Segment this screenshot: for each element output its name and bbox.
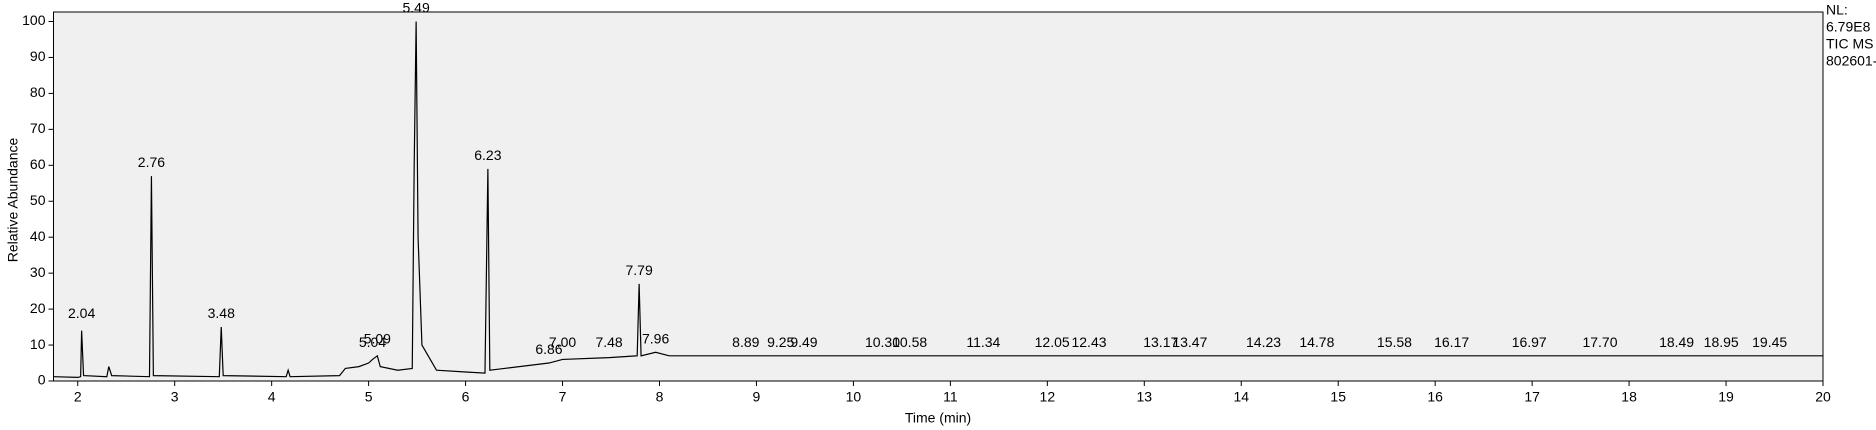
x-tick-label: 5	[365, 389, 373, 405]
peak-label: 11.34	[966, 334, 1000, 350]
side-label: TIC MS	[1826, 36, 1873, 52]
peak-label: 2.76	[138, 154, 165, 170]
x-tick-label: 2	[74, 389, 82, 405]
peak-label: 5.09	[364, 330, 391, 346]
x-tick-label: 20	[1815, 389, 1831, 405]
y-tick-label: 70	[30, 120, 46, 136]
peak-label: 14.23	[1246, 334, 1281, 350]
peak-label: 10.58	[892, 334, 927, 350]
peak-label: 6.86	[535, 341, 562, 357]
peak-label: 18.95	[1704, 334, 1739, 350]
peak-label: 16.17	[1434, 334, 1469, 350]
peak-label: 2.04	[68, 305, 95, 321]
peak-label: 9.25	[767, 334, 794, 350]
x-tick-label: 9	[753, 389, 761, 405]
y-tick-label: 10	[30, 336, 46, 352]
y-tick-label: 100	[22, 12, 46, 28]
x-tick-label: 8	[656, 389, 664, 405]
y-tick-label: 50	[30, 192, 46, 208]
peak-label: 7.79	[626, 262, 653, 278]
x-tick-label: 16	[1427, 389, 1443, 405]
peak-label: 13.17	[1143, 334, 1178, 350]
peak-label: 5.49	[403, 0, 430, 16]
peak-label: 9.49	[790, 334, 817, 350]
peak-label: 3.48	[208, 305, 235, 321]
y-axis-label: Relative Abundance	[5, 138, 21, 263]
peak-label: 13.47	[1172, 334, 1207, 350]
x-tick-label: 7	[559, 389, 567, 405]
x-tick-label: 13	[1136, 389, 1152, 405]
peak-label: 10.30	[865, 334, 900, 350]
trace	[53, 21, 1823, 379]
peak-label: 7.00	[549, 334, 576, 350]
peak-label: 6.23	[474, 147, 501, 163]
x-tick-label: 14	[1233, 389, 1249, 405]
x-axis-label: Time (min)	[905, 410, 971, 426]
x-tick-label: 11	[943, 389, 958, 405]
side-label: 802601-	[1826, 53, 1876, 69]
peak-label: 19.45	[1752, 334, 1787, 350]
y-tick-label: 30	[30, 264, 46, 280]
y-tick-label: 20	[30, 300, 46, 316]
peak-label: 7.96	[642, 330, 669, 346]
x-tick-label: 12	[1040, 389, 1056, 405]
x-tick-label: 18	[1621, 389, 1637, 405]
x-tick-label: 3	[171, 389, 179, 405]
peak-label: 12.43	[1071, 334, 1106, 350]
x-tick-label: 15	[1330, 389, 1346, 405]
peak-label: 8.89	[732, 334, 759, 350]
y-tick-label: 90	[30, 48, 46, 64]
x-tick-label: 6	[462, 389, 470, 405]
x-tick-label: 19	[1718, 389, 1734, 405]
peak-label: 5.04	[359, 334, 386, 350]
peak-label: 14.78	[1299, 334, 1334, 350]
peak-label: 17.70	[1582, 334, 1617, 350]
y-tick-label: 60	[30, 156, 46, 172]
y-tick-label: 80	[30, 84, 46, 100]
peak-label: 18.49	[1659, 334, 1694, 350]
side-label: 6.79E8	[1826, 19, 1871, 35]
y-tick-label: 0	[38, 372, 46, 388]
peak-label: 12.05	[1035, 334, 1070, 350]
peak-label: 16.97	[1512, 334, 1547, 350]
x-tick-label: 17	[1524, 389, 1540, 405]
x-tick-label: 4	[268, 389, 276, 405]
peak-label: 7.48	[595, 334, 622, 350]
peak-label: 15.58	[1377, 334, 1412, 350]
plot-frame	[53, 11, 1824, 382]
x-tick-label: 10	[846, 389, 862, 405]
y-tick-label: 40	[30, 228, 46, 244]
side-label: NL:	[1826, 2, 1848, 18]
